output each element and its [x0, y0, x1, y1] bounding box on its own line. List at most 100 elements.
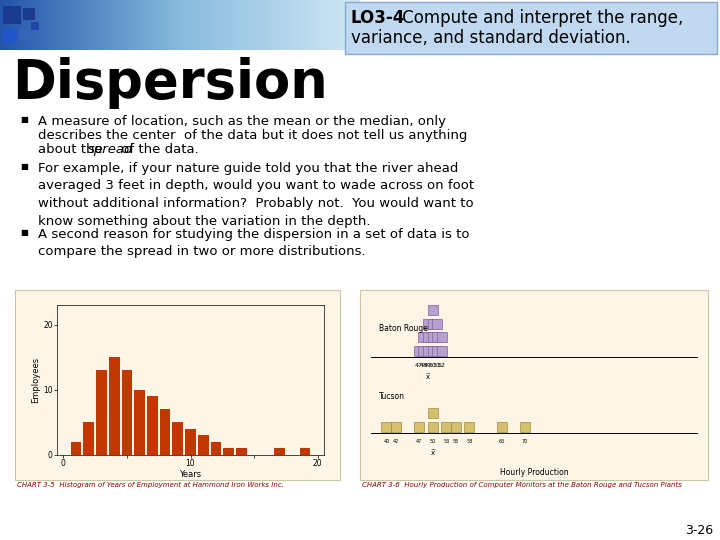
Bar [231, 0, 232, 50]
Bar [51, 0, 52, 50]
Bar [255, 0, 256, 50]
Bar [210, 0, 211, 50]
Bar [175, 0, 176, 50]
Bar [227, 0, 228, 50]
Text: 52: 52 [438, 363, 446, 368]
Bar [278, 0, 279, 50]
Bar [276, 0, 277, 50]
Text: 3-26: 3-26 [685, 524, 713, 537]
Bar [203, 0, 204, 50]
Bar [196, 0, 197, 50]
Bar [228, 0, 229, 50]
Bar [310, 0, 311, 50]
Bar [18, 0, 19, 50]
Bar [319, 0, 320, 50]
Bar [68, 0, 69, 50]
Bar [142, 0, 143, 50]
Bar [322, 0, 323, 50]
Bar [1, 0, 2, 50]
Text: about the: about the [38, 143, 107, 156]
Bar [352, 0, 353, 50]
Text: Compute and interpret the range,: Compute and interpret the range, [397, 9, 683, 27]
Bar [53, 0, 54, 50]
Bar [284, 0, 285, 50]
Bar [81, 0, 82, 50]
Text: A second reason for studying the dispersion in a set of data is to
compare the s: A second reason for studying the dispers… [38, 228, 469, 259]
Bar [216, 0, 217, 50]
Bar [223, 449, 234, 455]
Bar [181, 0, 182, 50]
Bar [56, 0, 57, 50]
Bar [360, 290, 708, 480]
Bar [327, 0, 328, 50]
Bar [40, 0, 41, 50]
Bar [301, 0, 302, 50]
Bar [79, 0, 80, 50]
Text: ■: ■ [20, 228, 28, 237]
Text: 70: 70 [522, 439, 528, 444]
Bar [195, 0, 196, 50]
Bar [297, 0, 298, 50]
Bar [19, 30, 29, 40]
Bar [7, 0, 8, 50]
Bar [89, 0, 90, 50]
Bar [312, 0, 313, 50]
Bar [31, 0, 32, 50]
Bar [350, 0, 351, 50]
Text: 53: 53 [444, 439, 449, 444]
Bar [94, 0, 95, 50]
Bar [266, 0, 267, 50]
Bar [3, 29, 17, 43]
Bar [223, 0, 224, 50]
Bar [134, 0, 135, 50]
X-axis label: Years: Years [179, 470, 202, 478]
Bar [82, 0, 83, 50]
Bar [26, 0, 27, 50]
Bar [49, 0, 50, 50]
Bar [69, 0, 70, 50]
Bar [269, 0, 270, 50]
Bar [52, 0, 53, 50]
Bar [96, 370, 107, 455]
Bar [171, 0, 172, 50]
Bar [113, 0, 114, 50]
Text: CHART 3-5  Histogram of Years of Employment at Hammond Iron Works Inc.: CHART 3-5 Histogram of Years of Employme… [17, 482, 284, 488]
Bar [180, 0, 181, 50]
Bar [236, 449, 247, 455]
Bar [282, 0, 283, 50]
Bar [198, 0, 199, 50]
Bar [253, 0, 254, 50]
Bar [304, 0, 305, 50]
Bar [112, 0, 113, 50]
Bar [127, 0, 128, 50]
Bar [164, 0, 165, 50]
Bar [268, 0, 269, 50]
Bar [111, 0, 112, 50]
Bar [9, 0, 10, 50]
Bar [160, 0, 161, 50]
Bar [141, 0, 142, 50]
Bar [344, 0, 345, 50]
Bar [165, 0, 166, 50]
Bar [106, 0, 107, 50]
Bar [221, 0, 222, 50]
Bar [334, 0, 335, 50]
Bar [143, 0, 144, 50]
Bar [234, 0, 235, 50]
Bar [267, 0, 268, 50]
Bar [332, 0, 333, 50]
Bar [307, 0, 308, 50]
Bar [161, 0, 162, 50]
Bar [105, 0, 106, 50]
Bar [300, 0, 301, 50]
Bar [117, 0, 118, 50]
Bar [133, 0, 134, 50]
Bar [160, 409, 171, 455]
Bar [249, 0, 250, 50]
Bar [115, 0, 116, 50]
Bar [201, 0, 202, 50]
Bar [197, 0, 198, 50]
Bar [2, 0, 3, 50]
Bar [289, 0, 290, 50]
Bar [71, 0, 72, 50]
